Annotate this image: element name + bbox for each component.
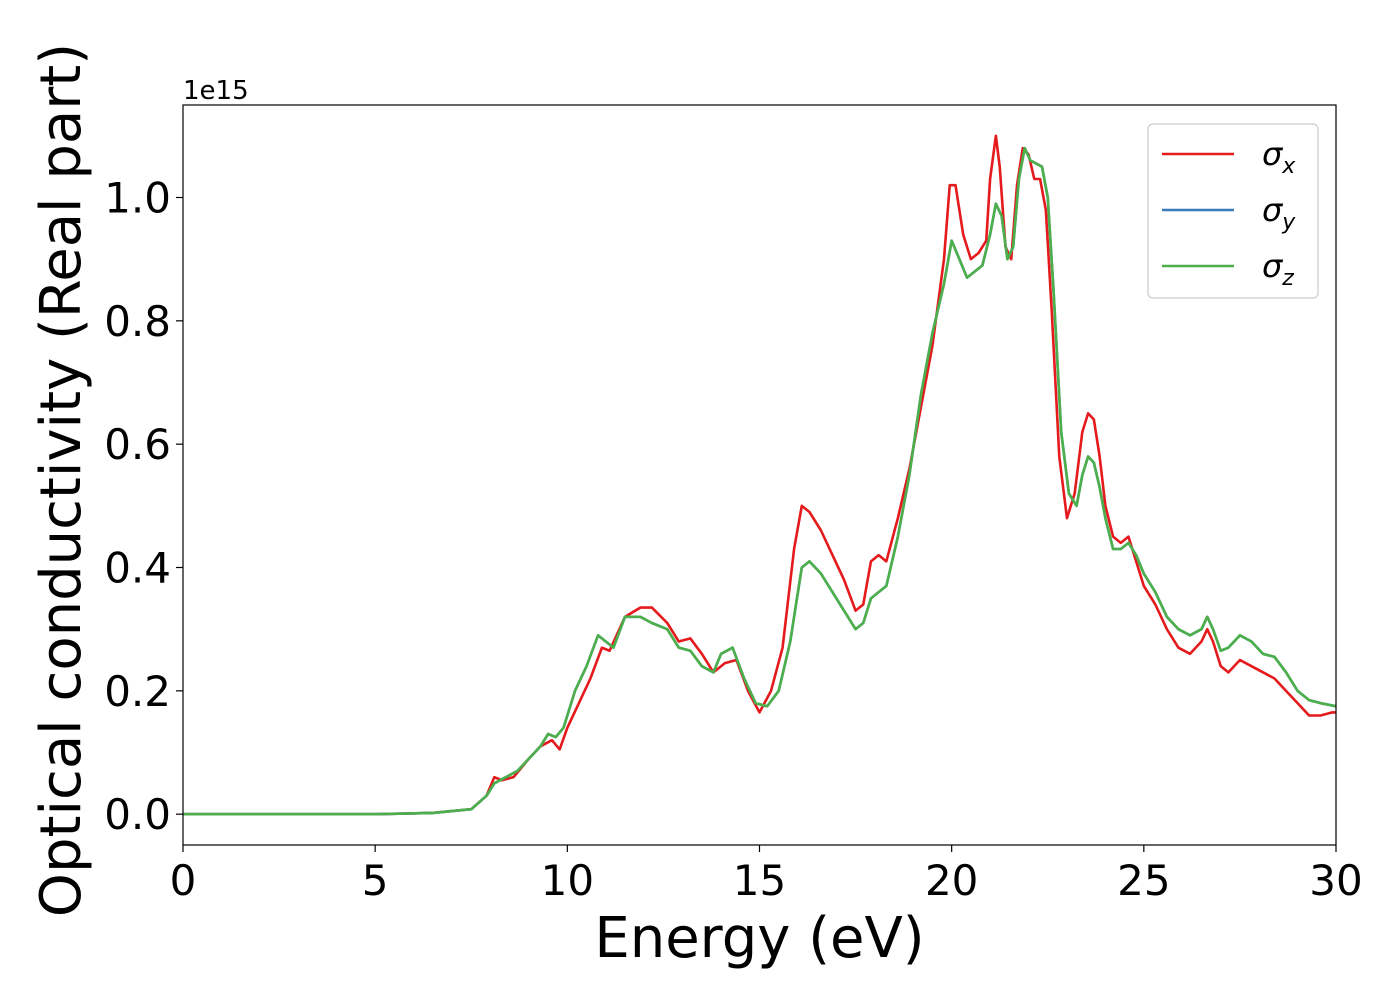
y-axis-ticks: 0.0 0.2 0.4 0.6 0.8 1.0 [104, 174, 183, 839]
x-tick-label: 20 [925, 856, 978, 905]
series-layer [183, 134, 1336, 816]
x-axis-ticks: 0 5 10 15 20 25 30 [170, 845, 1363, 905]
series-line-z [183, 146, 1336, 816]
x-axis-title: Energy (eV) [594, 906, 924, 971]
y-tick-label: 0.6 [104, 420, 171, 469]
y-axis-offset-label: 1e15 [183, 76, 249, 106]
x-tick-label: 10 [541, 856, 594, 905]
y-tick-label: 0.2 [104, 667, 171, 716]
y-tick-label: 0.4 [104, 544, 171, 593]
y-tick-label: 0.0 [104, 790, 171, 839]
x-tick-label: 5 [362, 856, 389, 905]
y-axis-title: Optical conductivity (Real part) [29, 43, 94, 917]
x-tick-label: 30 [1309, 856, 1362, 905]
y-tick-label: 0.8 [104, 297, 171, 346]
y-tick-label: 1.0 [104, 174, 171, 223]
x-tick-label: 25 [1117, 856, 1170, 905]
series-line-x [183, 134, 1336, 816]
x-tick-label: 0 [170, 856, 197, 905]
x-tick-label: 15 [733, 856, 786, 905]
